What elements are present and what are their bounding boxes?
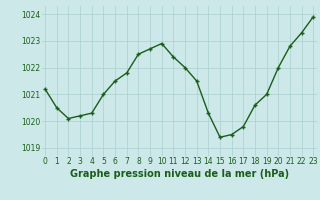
- X-axis label: Graphe pression niveau de la mer (hPa): Graphe pression niveau de la mer (hPa): [70, 169, 289, 179]
